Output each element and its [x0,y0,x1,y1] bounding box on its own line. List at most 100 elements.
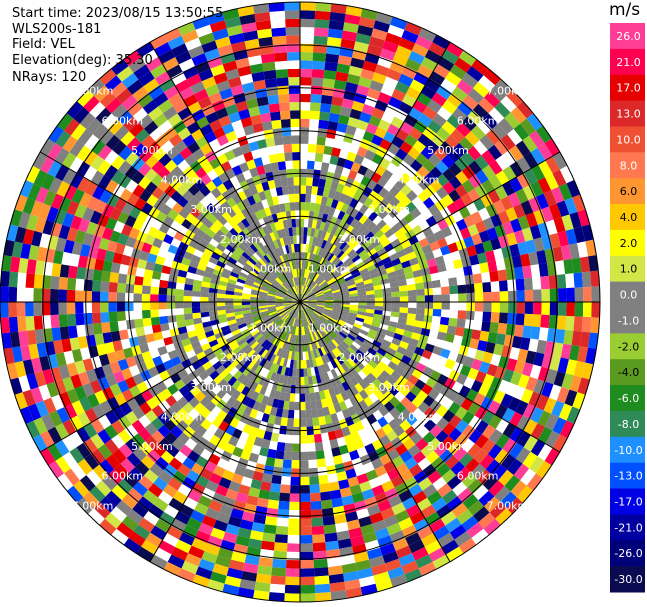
ray-gate [276,229,283,239]
ray-gate [292,252,296,261]
ray-gate [289,288,296,296]
ray-gate [271,314,279,321]
ray-gate [393,332,403,341]
ray-gate [359,329,369,336]
ray-gate [308,333,313,343]
ray-gate [312,245,318,255]
ray-gate [220,325,230,332]
ray-gate [345,319,355,326]
ray-gate [365,312,375,318]
ray-gate [273,327,281,336]
ray-gate [314,203,321,213]
ray-gate [241,302,251,306]
ray-gate [396,274,406,282]
ray-gate [251,362,260,372]
ray-gate [357,332,367,340]
ray-gate [310,244,316,254]
ray-gate [279,311,287,317]
ray-gate [364,363,375,373]
ray-gate [347,346,356,355]
ray-gate [230,271,240,279]
ray-gate [349,295,359,300]
ray-gate [270,222,277,232]
ray-gate [242,366,251,377]
ray-gate [337,374,346,384]
ray-gate [305,334,309,344]
ray-gate [313,274,320,282]
ray-gate [266,275,275,283]
ray-gate [249,351,258,361]
ray-gate [233,295,242,299]
ray-gate [213,247,224,257]
ray-gate [323,309,332,314]
ray-gate [357,291,367,296]
ray-gate [266,242,274,252]
ray-gate [276,356,282,366]
ray-gate [305,269,309,278]
ray-gate [276,308,285,313]
ray-gate [364,315,374,322]
ray-gate [316,330,323,339]
ray-gate [352,271,361,279]
ray-gate [206,334,217,343]
ray-gate [357,264,367,272]
ray-gate [315,308,324,313]
ray-gate [318,238,324,248]
ray-gate [353,221,363,231]
ray-gate [336,250,345,259]
ray-gate [347,262,356,271]
ray-gate [289,325,294,335]
ray-gate [318,356,324,366]
ray-gate [325,275,334,283]
ray-gate [339,252,348,261]
ray-gate [342,243,351,253]
ray-gate [283,263,289,272]
ray-gate [274,317,282,325]
ray-gate [387,325,397,333]
ray-gate [293,243,298,253]
ray-gate [339,312,349,318]
ray-gate [264,206,272,217]
ray-gate [250,308,260,313]
ray-gate [302,277,306,286]
ray-gate [279,275,286,283]
ray-gate [225,294,234,299]
ray-gate [306,306,314,312]
ray-gate [293,318,297,327]
ray-gate [376,247,387,257]
ray-gate [293,269,297,278]
ray-gate [256,335,265,344]
ray-gate [293,309,297,318]
ray-gate [308,261,313,271]
ray-gate [291,278,295,287]
ray-gate [339,286,349,292]
ray-gate [242,227,251,238]
ray-gate [291,302,300,303]
ray-gate [289,261,294,270]
ray-gate [346,317,356,323]
ray-gate [250,341,259,350]
ray-gate [315,246,321,256]
ray-gate [239,254,249,263]
ray-gate [241,240,250,249]
ray-gate [310,253,316,263]
ray-gate [292,277,296,287]
ray-gate [280,228,287,238]
ray-gate [277,265,284,274]
ray-gate [248,257,257,266]
ray-gate [254,229,263,240]
ray-gate [246,225,255,235]
ray-gate [316,302,325,305]
ray-gate [222,235,232,245]
ray-gate [295,310,299,319]
ray-gate [222,359,232,369]
ray-gate [320,355,328,365]
ray-gate [312,273,319,281]
ray-gate [296,235,300,244]
ray-gate [331,310,341,315]
ray-gate [320,364,327,374]
ray-gate [319,221,326,231]
ray-gate [358,237,369,247]
ray-gate [333,297,342,301]
ray-gate [371,239,381,249]
